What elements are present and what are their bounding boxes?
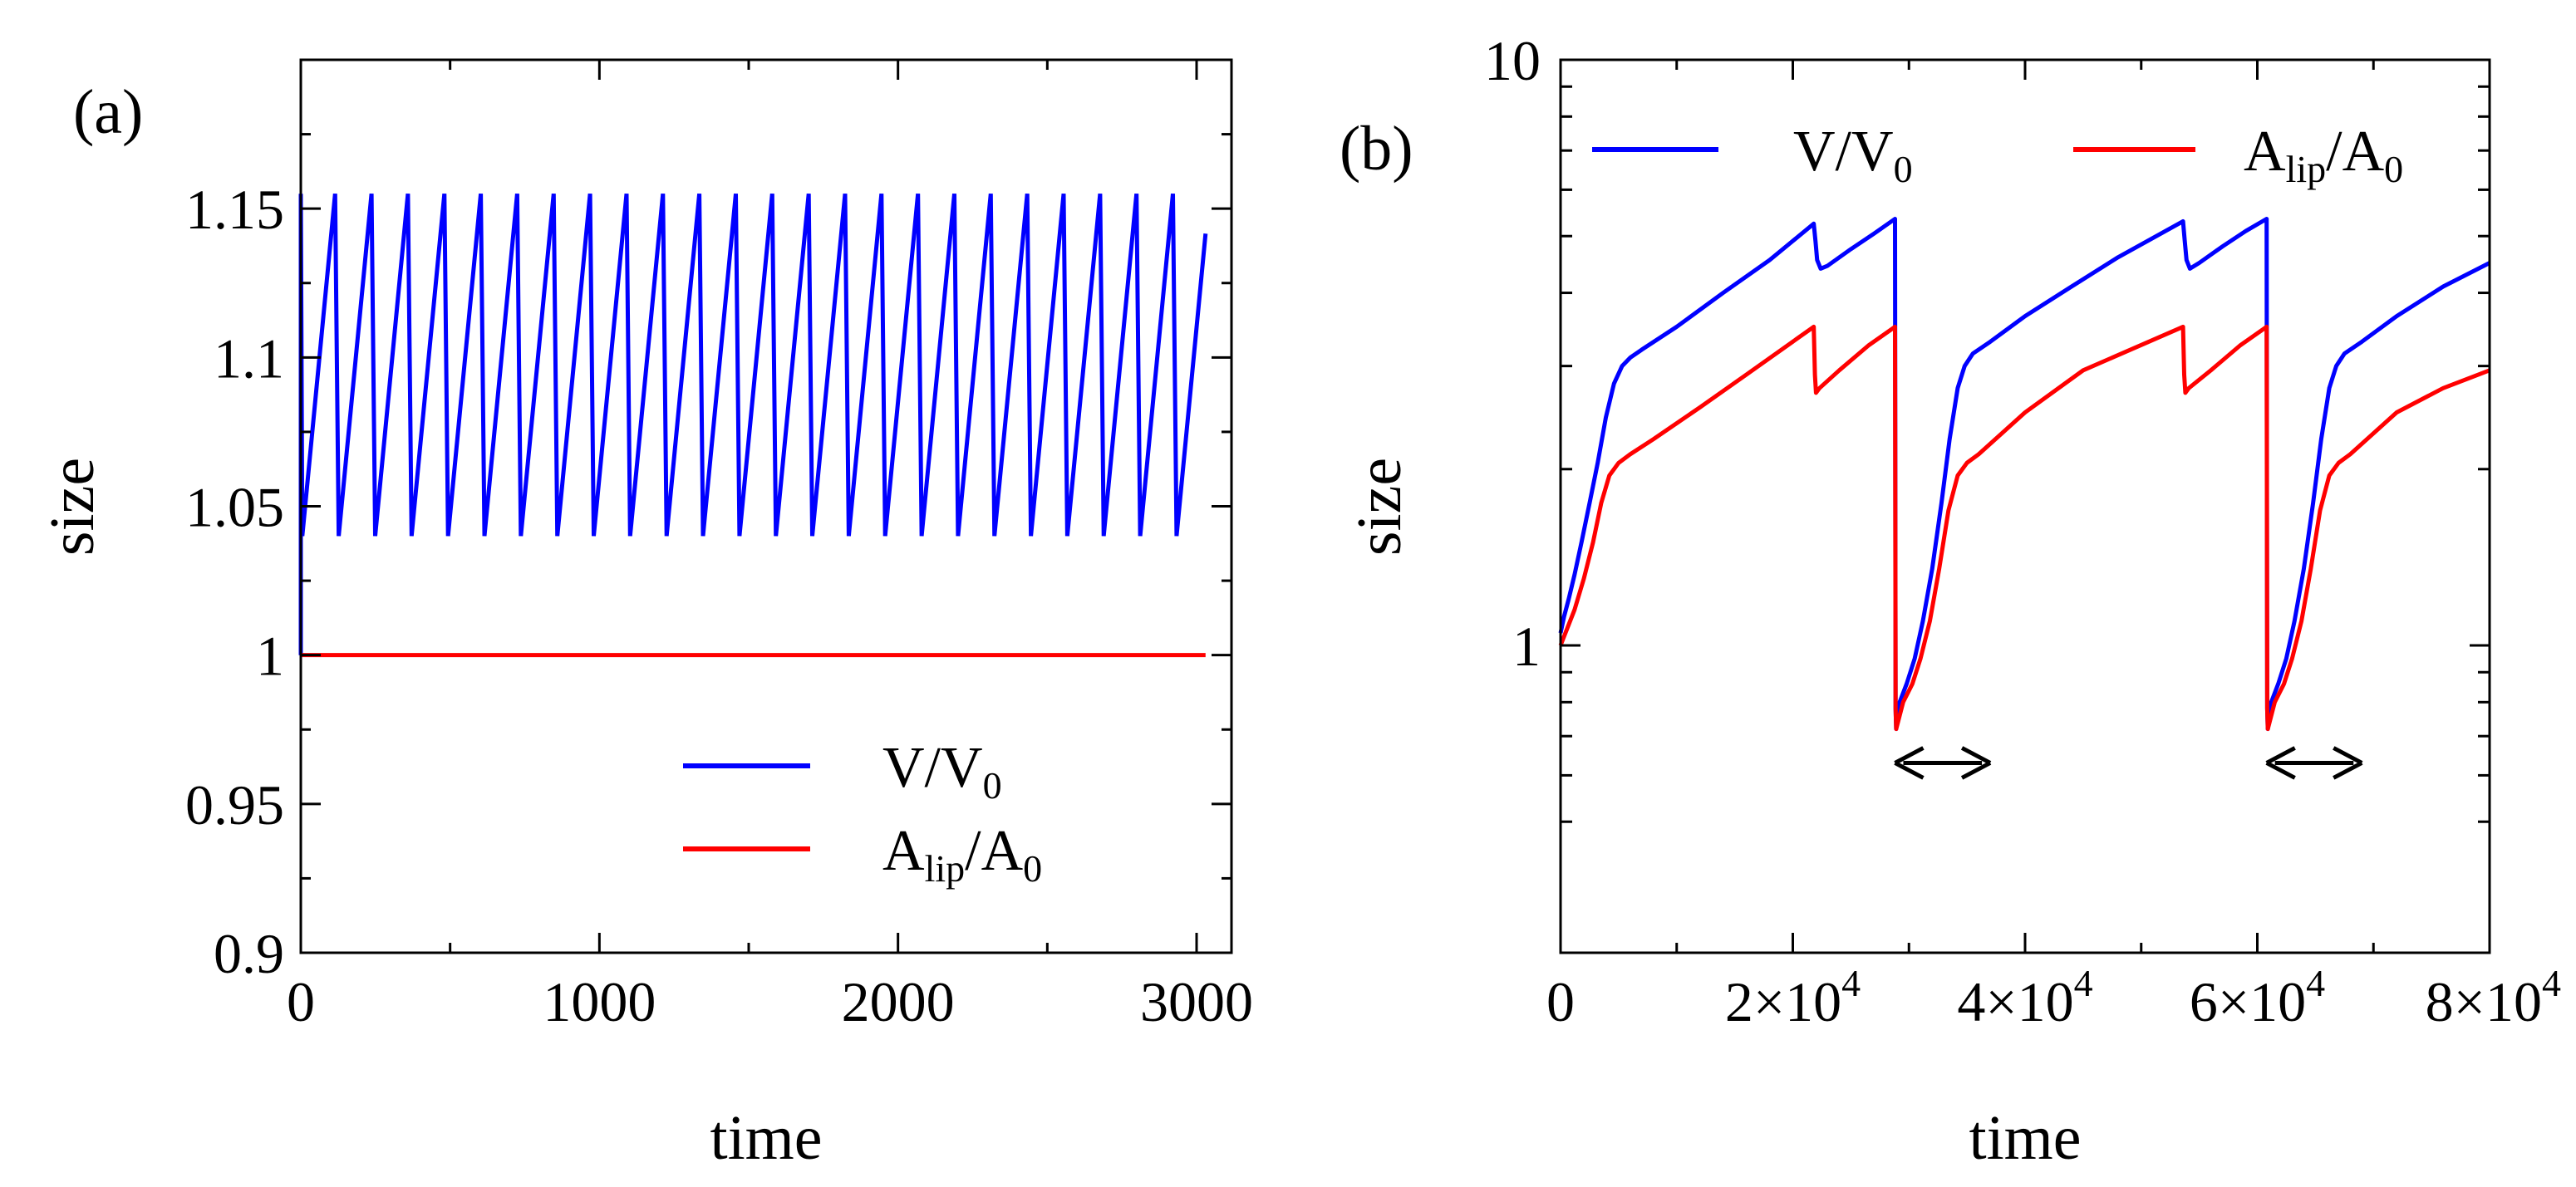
panel-b-ticks: 1 10 0 2×104 4×104 6×104 8×104 <box>1484 29 2561 1033</box>
panel-b-label: (b) <box>1340 114 1413 184</box>
panel-b-xtick-label: 0 <box>1546 970 1575 1033</box>
panel-a-ytick-label: 0.95 <box>185 773 284 836</box>
panel-b-series-v <box>1558 217 2491 732</box>
panel-a-ytick-label: 1 <box>256 625 284 688</box>
panel-a-ytick-label: 1.15 <box>185 178 284 241</box>
panel-a: 0.9 0.95 1 1.05 1.1 1.15 0 1000 2000 3000 (a) tim… <box>37 58 1253 1173</box>
panel-a-legend: V/V0 Alip/A0 <box>683 736 1042 890</box>
panel-b-series-a <box>1558 324 2490 732</box>
panel-b-legend: V/V0 Alip/A0 <box>1592 120 2403 190</box>
panel-a-label: (a) <box>73 77 143 147</box>
panel-b-double-arrow <box>1894 746 1992 780</box>
panel-a-ytick-label: 1.1 <box>214 326 284 390</box>
panel-b: 1 10 0 2×104 4×104 6×104 8×104 (b) time size V… <box>1340 29 2561 1173</box>
panel-a-legend-label-v: V/V0 <box>882 736 1002 807</box>
panel-b-plot-area <box>1558 217 2491 732</box>
panel-a-frame <box>299 58 1233 954</box>
panel-a-xtick-label: 0 <box>287 970 315 1033</box>
panel-a-ytick-label: 0.9 <box>214 922 284 985</box>
panel-b-xtick-label: 8×104 <box>2426 962 2561 1033</box>
panel-b-xtick-label: 4×104 <box>1957 962 2092 1033</box>
panel-b-legend-label-v: V/V0 <box>1793 120 1913 190</box>
panel-a-series-v <box>298 193 1208 655</box>
panel-a-ytick-label: 1.05 <box>185 476 284 539</box>
panel-b-double-arrow <box>2265 746 2363 780</box>
panel-b-legend-label-a: Alip/A0 <box>2244 120 2403 190</box>
panel-a-xtick-label: 2000 <box>842 970 955 1033</box>
panel-b-annotations <box>1894 746 2363 780</box>
panel-b-xlabel: time <box>1969 1103 2081 1173</box>
panel-a-xtick-label: 3000 <box>1140 970 1253 1033</box>
panel-b-ylabel: size <box>1345 458 1414 556</box>
panel-b-xtick-label: 6×104 <box>2190 962 2325 1033</box>
panel-b-frame <box>1559 58 2491 954</box>
panel-b-ytick-label: 10 <box>1484 29 1541 92</box>
panel-a-ticks: 0.9 0.95 1 1.05 1.1 1.15 0 1000 2000 3000 <box>185 60 1253 1033</box>
panel-a-legend-label-a: Alip/A0 <box>882 819 1042 890</box>
panel-a-plot-area <box>298 193 1208 658</box>
panel-b-ytick-label: 1 <box>1512 615 1541 678</box>
panel-a-xlabel: time <box>710 1103 822 1173</box>
panel-b-xtick-label: 2×104 <box>1725 962 1861 1033</box>
panel-a-xtick-label: 1000 <box>543 970 656 1033</box>
panel-a-ylabel: size <box>37 458 107 556</box>
